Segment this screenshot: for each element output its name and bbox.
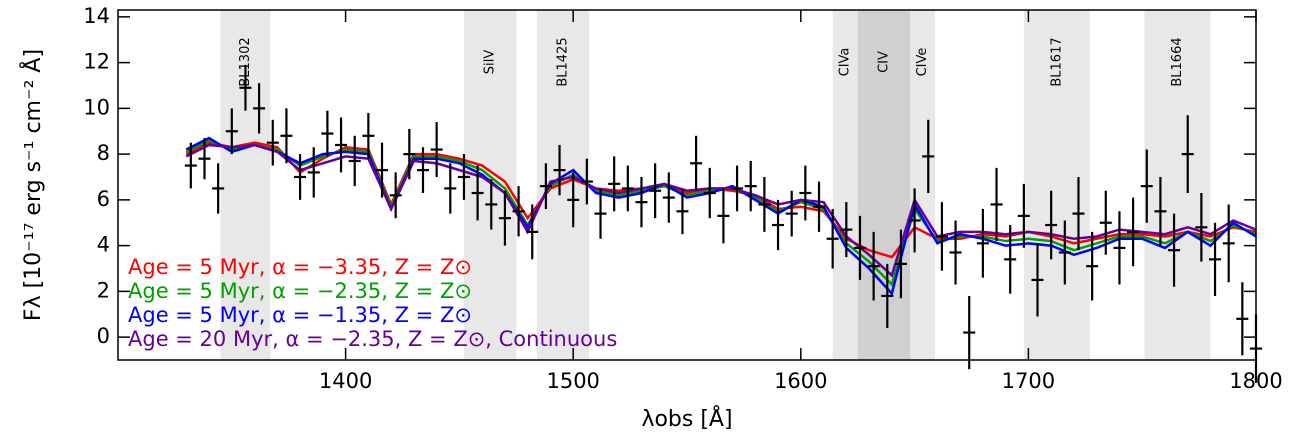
x-tick-label: 1700 <box>1002 369 1055 393</box>
y-tick-label: 8 <box>97 141 110 165</box>
x-axis-label: λobs [Å] <box>641 405 732 432</box>
x-tick-label: 1800 <box>1229 369 1282 393</box>
band-label: CIVe <box>915 48 930 77</box>
band-shade <box>832 10 858 360</box>
legend-entry: Age = 20 Myr, α = −2.35, Z = Z⊙, Continu… <box>128 327 617 351</box>
x-tick-label: 1600 <box>774 369 827 393</box>
legend-entry: Age = 5 Myr, α = −3.35, Z = Z⊙ <box>128 255 472 279</box>
y-tick-label: 0 <box>97 324 110 348</box>
y-tick-label: 2 <box>97 278 110 302</box>
model-line <box>185 141 1257 259</box>
y-tick-label: 14 <box>83 4 110 28</box>
band-label: BL1302 <box>238 37 253 86</box>
band-label: BL1617 <box>1049 37 1064 86</box>
band-label: BL1664 <box>1170 37 1185 86</box>
x-tick-label: 1400 <box>319 369 372 393</box>
legend-entry: Age = 5 Myr, α = −2.35, Z = Z⊙ <box>128 279 472 303</box>
y-tick-label: 6 <box>97 187 110 211</box>
x-tick-label: 1500 <box>546 369 599 393</box>
y-tick-label: 4 <box>97 233 110 257</box>
band-shade <box>910 10 936 360</box>
y-axis-label: Fλ [10⁻¹⁷ erg s⁻¹ cm⁻² Å] <box>19 49 46 321</box>
band-label: CIVa <box>838 48 853 77</box>
band-shade <box>1144 10 1211 360</box>
band-label: BL1425 <box>555 37 570 86</box>
band-label: SiIV <box>483 50 498 75</box>
band-shade <box>857 10 911 360</box>
band-label: CIV <box>876 51 891 73</box>
legend-entry: Age = 5 Myr, α = −1.35, Z = Z⊙ <box>128 303 472 327</box>
plot-frame <box>117 9 1257 361</box>
y-tick-label: 12 <box>83 50 110 74</box>
y-tick-label: 10 <box>83 95 110 119</box>
